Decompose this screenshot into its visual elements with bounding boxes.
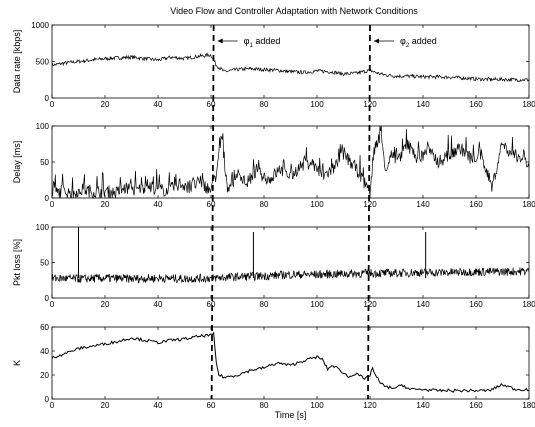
panel-delay: 0 20 40 60 80 100 120 140 160 180 0 50 100 Delay [ms] — [12, 122, 535, 209]
y-axis-label: K — [12, 360, 22, 366]
x-tick-label: 140 — [416, 200, 430, 209]
axes-frame — [51, 24, 530, 99]
series-line — [51, 267, 530, 284]
x-tick-label: 60 — [207, 100, 216, 109]
y-tick-label: 100 — [36, 223, 50, 232]
x-tick-label: 140 — [416, 100, 430, 109]
x-tick-label: 0 — [50, 401, 55, 410]
y-tick-label: 500 — [36, 58, 50, 67]
x-tick-label: 0 — [50, 200, 55, 209]
x-tick-label: 20 — [101, 401, 110, 410]
event-line — [367, 24, 371, 400]
x-tick-label: 120 — [363, 100, 377, 109]
series-line — [51, 331, 530, 393]
x-tick-label: 40 — [154, 200, 163, 209]
y-tick-label: 100 — [36, 122, 50, 131]
x-tick-label: 160 — [469, 100, 483, 109]
y-tick-label: 40 — [40, 347, 49, 356]
x-tick-label: 100 — [310, 100, 324, 109]
x-tick-label: 80 — [260, 300, 269, 309]
x-tick-label: 40 — [154, 300, 163, 309]
y-tick-label: 0 — [45, 395, 50, 404]
annotation-text: added — [409, 36, 437, 46]
x-tick-label: 160 — [469, 401, 483, 410]
panel-data-rate: 0 20 40 60 80 100 120 140 160 180 0 500 1000 Data rat… — [12, 21, 535, 109]
x-tick-label: 80 — [260, 401, 269, 410]
x-tick-label: 40 — [154, 401, 163, 410]
x-tick-label: 140 — [416, 300, 430, 309]
event-lines — [210, 24, 371, 400]
x-tick-label: 120 — [363, 300, 377, 309]
panel-k: 0 20 40 60 80 100 120 140 160 180 0 20 40 60 K Time [s] — [12, 323, 535, 420]
annotation-label: φ2 added — [400, 36, 437, 49]
annotation-subscript: 1 — [249, 43, 253, 49]
x-tick-label: 100 — [310, 401, 324, 410]
x-tick-label: 80 — [260, 100, 269, 109]
y-tick-label: 0 — [45, 94, 50, 103]
series-line — [51, 125, 530, 199]
panel-pkt-loss: 0 20 40 60 80 100 120 140 160 180 0 50 100 Pkt loss [… — [12, 223, 535, 309]
x-axis-label: Time [s] — [275, 410, 307, 420]
y-axis-label: Delay [ms] — [12, 141, 22, 184]
x-tick-label: 180 — [522, 200, 535, 209]
y-tick-label: 0 — [45, 294, 50, 303]
y-axis-label: Pkt loss [%] — [12, 239, 22, 286]
annotation-symbol: φ — [244, 36, 250, 46]
annotation-text: added — [253, 36, 281, 46]
y-axis-label: Data rate [kbps] — [12, 30, 22, 94]
x-tick-label: 180 — [522, 300, 535, 309]
x-tick-label: 140 — [416, 401, 430, 410]
x-tick-label: 180 — [522, 100, 535, 109]
y-tick-label: 50 — [40, 158, 49, 167]
annotation-symbol: φ — [400, 36, 406, 46]
x-tick-label: 20 — [101, 300, 110, 309]
y-tick-label: 60 — [40, 323, 49, 332]
x-tick-label: 60 — [207, 300, 216, 309]
axes-frame — [51, 226, 530, 299]
x-tick-label: 80 — [260, 200, 269, 209]
x-tick-label: 180 — [522, 401, 535, 410]
x-tick-label: 20 — [101, 100, 110, 109]
axes-frame — [51, 326, 530, 400]
x-tick-label: 100 — [310, 200, 324, 209]
y-tick-label: 0 — [45, 194, 50, 203]
arrow-head — [217, 38, 223, 44]
x-tick-label: 120 — [363, 200, 377, 209]
axes-frame — [51, 125, 530, 199]
annotation-subscript: 2 — [406, 43, 410, 49]
series-line — [51, 52, 530, 83]
x-tick-label: 100 — [310, 300, 324, 309]
arrow-head — [374, 38, 379, 44]
y-tick-label: 20 — [40, 371, 49, 380]
x-tick-label: 20 — [101, 200, 110, 209]
event-annotations: φ1 added φ2 added — [217, 36, 437, 49]
y-tick-label: 50 — [40, 259, 49, 268]
x-tick-label: 160 — [469, 200, 483, 209]
y-tick-label: 1000 — [31, 21, 49, 30]
x-tick-label: 60 — [207, 401, 216, 410]
x-tick-label: 40 — [154, 100, 163, 109]
chart-title: Video Flow and Controller Adaptation wit… — [170, 6, 418, 16]
x-tick-label: 0 — [50, 300, 55, 309]
x-tick-label: 120 — [363, 401, 377, 410]
event-line — [210, 24, 215, 400]
x-tick-label: 60 — [207, 200, 216, 209]
annotation-label: φ1 added — [244, 36, 281, 49]
x-tick-label: 0 — [50, 100, 55, 109]
x-tick-label: 160 — [469, 300, 483, 309]
